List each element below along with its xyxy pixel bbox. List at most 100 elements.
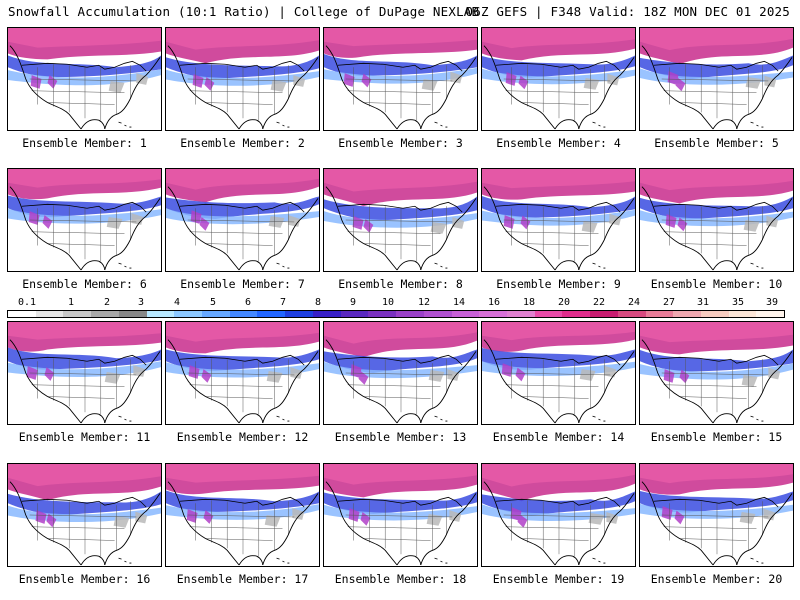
- ensemble-member-caption: Ensemble Member: 14: [492, 430, 625, 444]
- ensemble-member-caption: Ensemble Member: 8: [338, 277, 463, 291]
- snowfall-map: [324, 28, 477, 130]
- colorbar-label: 22: [592, 297, 606, 308]
- colorbar-labels: 0.1 1 2 3 4 5 6 7 8 9 10 12 14 16 18 20 22 24 27 31 35 39: [7, 297, 785, 309]
- colorbar-label: 24: [627, 297, 641, 308]
- map-title: Snowfall Accumulation (10:1 Ratio) | Col…: [8, 4, 480, 19]
- colorbar-label: 3: [137, 297, 145, 308]
- ensemble-member-caption: Ensemble Member: 6: [22, 277, 147, 291]
- snowfall-map: [640, 464, 793, 566]
- ensemble-member-panel: [323, 168, 478, 272]
- snowfall-map: [8, 464, 161, 566]
- snowfall-map: [482, 322, 635, 424]
- colorbar-swatch: [229, 311, 258, 317]
- ensemble-member-panel: [7, 463, 162, 567]
- colorbar-label: 18: [522, 297, 536, 308]
- ensemble-member-caption: Ensemble Member: 3: [338, 136, 463, 150]
- ensemble-member-panel: [323, 321, 478, 425]
- snowfall-map: [166, 464, 319, 566]
- ensemble-member-caption: Ensemble Member: 11: [18, 430, 151, 444]
- snowfall-map: [482, 169, 635, 271]
- snowfall-map: [166, 169, 319, 271]
- ensemble-member-panel: [481, 27, 636, 131]
- colorbar-label: 0.1: [17, 297, 37, 308]
- colorbar-swatch: [146, 311, 175, 317]
- colorbar-swatch: [534, 311, 563, 317]
- colorbar-label: 1: [67, 297, 75, 308]
- colorbar-swatch: [700, 311, 729, 317]
- colorbar-swatch: [257, 311, 286, 317]
- snowfall-map: [8, 169, 161, 271]
- colorbar-label: 31: [696, 297, 710, 308]
- ensemble-member-caption: Ensemble Member: 13: [334, 430, 467, 444]
- snowfall-colorbar: [7, 310, 785, 318]
- ensemble-member-panel: [165, 27, 320, 131]
- colorbar-swatch: [63, 311, 92, 317]
- colorbar-label: 39: [765, 297, 779, 308]
- ensemble-member-caption: Ensemble Member: 15: [650, 430, 783, 444]
- colorbar-swatch: [174, 311, 203, 317]
- ensemble-member-panel: [639, 321, 794, 425]
- snowfall-map: [324, 169, 477, 271]
- ensemble-member-caption: Ensemble Member: 1: [22, 136, 147, 150]
- snowfall-map: [482, 464, 635, 566]
- snowfall-map: [166, 322, 319, 424]
- colorbar-swatch: [756, 311, 785, 317]
- colorbar-label: 2: [103, 297, 111, 308]
- colorbar-label: 12: [417, 297, 431, 308]
- colorbar-label: 14: [452, 297, 466, 308]
- ensemble-member-caption: Ensemble Member: 12: [176, 430, 309, 444]
- ensemble-member-caption: Ensemble Member: 19: [492, 572, 625, 586]
- ensemble-member-panel: [481, 463, 636, 567]
- ensemble-member-caption: Ensemble Member: 7: [180, 277, 305, 291]
- colorbar-swatch: [673, 311, 701, 317]
- colorbar-swatch: [645, 311, 674, 317]
- ensemble-member-panel: [7, 321, 162, 425]
- ensemble-member-panel: [639, 463, 794, 567]
- colorbar-label: 7: [279, 297, 287, 308]
- ensemble-member-caption: Ensemble Member: 5: [654, 136, 779, 150]
- snowfall-map: [166, 28, 319, 130]
- ensemble-member-caption: Ensemble Member: 10: [650, 277, 783, 291]
- ensemble-member-panel: [165, 321, 320, 425]
- colorbar-swatch: [118, 311, 147, 317]
- ensemble-member-caption: Ensemble Member: 9: [496, 277, 621, 291]
- colorbar-label: 16: [487, 297, 501, 308]
- colorbar-swatch: [617, 311, 646, 317]
- snowfall-map: [324, 464, 477, 566]
- colorbar-swatch: [35, 311, 64, 317]
- colorbar-swatch: [368, 311, 397, 317]
- ensemble-member-caption: Ensemble Member: 20: [650, 572, 783, 586]
- colorbar-label: 27: [662, 297, 676, 308]
- colorbar-swatch: [8, 311, 36, 317]
- colorbar-swatch: [590, 311, 618, 317]
- colorbar-label: 20: [557, 297, 571, 308]
- colorbar-swatch: [91, 311, 119, 317]
- snowfall-map: [640, 322, 793, 424]
- snowfall-map: [482, 28, 635, 130]
- ensemble-member-panel: [323, 463, 478, 567]
- ensemble-member-caption: Ensemble Member: 17: [176, 572, 309, 586]
- colorbar-label: 10: [381, 297, 395, 308]
- snowfall-map: [640, 169, 793, 271]
- colorbar-swatch: [728, 311, 757, 317]
- snowfall-map: [324, 322, 477, 424]
- colorbar-swatch: [202, 311, 230, 317]
- colorbar-label: 6: [244, 297, 252, 308]
- colorbar-label: 8: [314, 297, 322, 308]
- snowfall-map: [640, 28, 793, 130]
- colorbar-label: 35: [731, 297, 745, 308]
- ensemble-member-panel: [165, 168, 320, 272]
- colorbar-swatch: [423, 311, 452, 317]
- colorbar-label: 5: [209, 297, 217, 308]
- colorbar-swatch: [479, 311, 507, 317]
- snowfall-map: [8, 28, 161, 130]
- colorbar-swatch: [396, 311, 424, 317]
- ensemble-member-panel: [481, 321, 636, 425]
- colorbar-label: 4: [173, 297, 181, 308]
- colorbar-swatch: [562, 311, 591, 317]
- ensemble-member-panel: [323, 27, 478, 131]
- snowfall-map: [8, 322, 161, 424]
- colorbar-swatch: [312, 311, 341, 317]
- colorbar-swatch: [285, 311, 313, 317]
- ensemble-member-panel: [639, 27, 794, 131]
